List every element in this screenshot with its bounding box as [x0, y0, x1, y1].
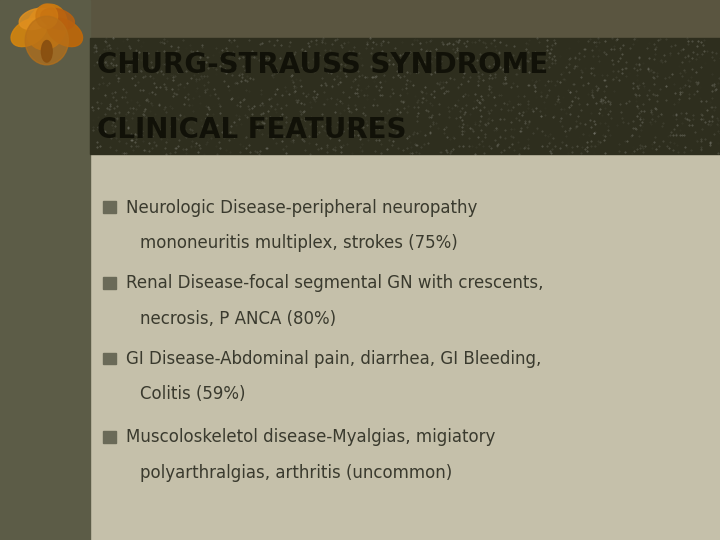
Bar: [90, 38, 720, 154]
Bar: [0, 0, 90, 540]
Ellipse shape: [19, 8, 53, 30]
Bar: [103, 431, 117, 443]
Text: mononeuritis multiplex, strokes (75%): mononeuritis multiplex, strokes (75%): [140, 234, 458, 252]
Ellipse shape: [25, 16, 68, 65]
Ellipse shape: [47, 18, 83, 46]
Text: CLINICAL FEATURES: CLINICAL FEATURES: [97, 116, 407, 144]
Ellipse shape: [42, 40, 53, 62]
Text: GI Disease-Abdominal pain, diarrhea, GI Bleeding,: GI Disease-Abdominal pain, diarrhea, GI …: [126, 350, 541, 368]
Ellipse shape: [27, 4, 67, 50]
Bar: [103, 277, 117, 289]
Text: Neurologic Disease-peripheral neuropathy: Neurologic Disease-peripheral neuropathy: [126, 199, 477, 217]
Text: necrosis, P ANCA (80%): necrosis, P ANCA (80%): [140, 309, 336, 328]
Ellipse shape: [11, 18, 47, 46]
Text: polyarthralgias, arthritis (uncommon): polyarthralgias, arthritis (uncommon): [140, 463, 453, 482]
Bar: [103, 201, 117, 213]
Ellipse shape: [36, 4, 58, 28]
Ellipse shape: [41, 8, 74, 30]
Text: Muscoloskeletol disease-Myalgias, migiatory: Muscoloskeletol disease-Myalgias, migiat…: [126, 428, 495, 447]
Text: CHURG-STRAUSS SYNDROME: CHURG-STRAUSS SYNDROME: [97, 51, 549, 79]
Text: Renal Disease-focal segmental GN with crescents,: Renal Disease-focal segmental GN with cr…: [126, 274, 544, 293]
Bar: [0, 0, 720, 38]
Bar: [103, 353, 117, 364]
Text: Colitis (59%): Colitis (59%): [140, 385, 246, 403]
